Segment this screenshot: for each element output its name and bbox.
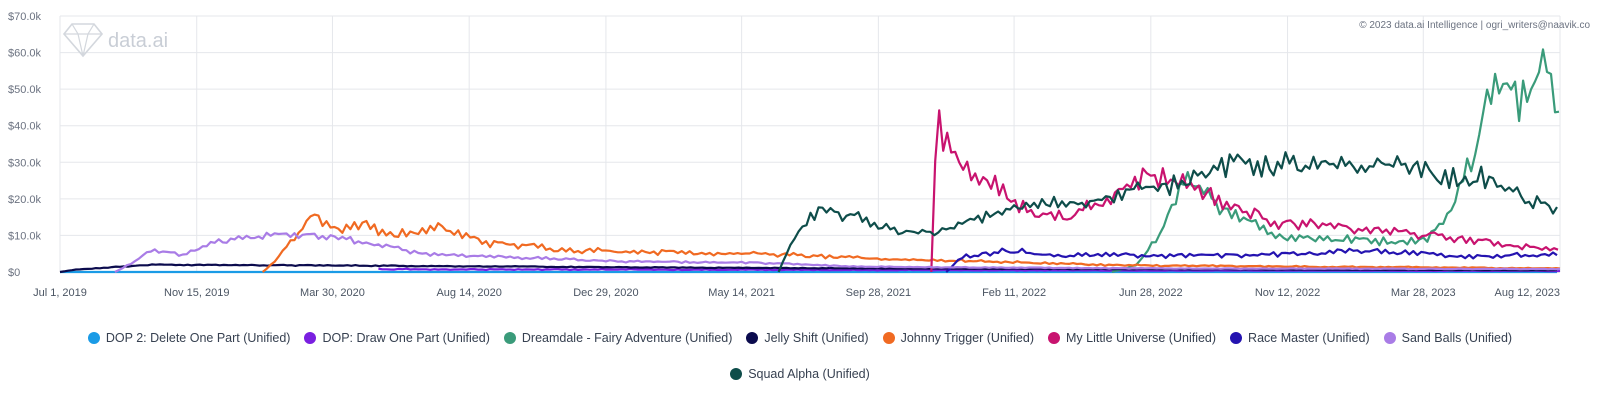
x-axis-ticks: Jul 1, 2019 Nov 15, 2019 Mar 30, 2020 Aug 1… [33, 287, 1560, 299]
y-tick-label: $10.0k [8, 230, 42, 242]
legend-dot-icon [1048, 332, 1060, 344]
series-line [261, 213, 1561, 273]
legend-dot-icon [882, 332, 895, 344]
legend-item[interactable]: DOP 2: Delete One Part (Unified) [87, 331, 291, 345]
legend-label: Dreamdale - Fairy Adventure (Unified) [521, 331, 733, 345]
legend-row: Squad Alpha (Unified) [0, 364, 1600, 384]
series-line [945, 247, 1558, 273]
legend-dot-icon [1383, 332, 1396, 344]
series-line [114, 231, 1561, 273]
legend-item[interactable]: DOP: Draw One Part (Unified) [304, 331, 490, 345]
x-tick-label: Jul 1, 2019 [33, 287, 87, 299]
legend-label: Race Master (Unified) [1248, 331, 1370, 345]
series-line [777, 151, 1558, 273]
y-tick-label: $60.0k [8, 48, 42, 60]
legend-label: Squad Alpha (Unified) [748, 367, 870, 381]
y-tick-label: $70.0k [8, 11, 42, 23]
x-tick-label: Nov 15, 2019 [164, 287, 229, 299]
y-tick-label: $30.0k [8, 157, 42, 169]
series-lines [59, 48, 1561, 274]
legend-row: DOP 2: Delete One Part (Unified) DOP: Dra… [0, 328, 1600, 348]
x-tick-label: Mar 30, 2020 [300, 287, 365, 299]
legend-label: Jelly Shift (Unified) [764, 331, 869, 345]
y-tick-label: $0 [8, 267, 20, 279]
y-tick-label: $50.0k [8, 84, 42, 96]
series-line [378, 267, 1561, 273]
legend-item[interactable]: Johnny Trigger (Unified) [882, 331, 1034, 345]
diamond-logo-icon [62, 23, 104, 58]
x-tick-label: Dec 29, 2020 [573, 287, 638, 299]
data-ai-watermark: data.ai [62, 23, 168, 58]
legend-dot-icon [730, 368, 743, 380]
legend-item[interactable]: My Little Universe (Unified) [1048, 331, 1216, 345]
series-line [1111, 48, 1560, 274]
x-tick-label: Jun 28, 2022 [1119, 287, 1183, 299]
y-axis-ticks: $0 $10.0k $20.0k $30.0k $40.0k $50.0k $60.0k $7… [8, 11, 42, 279]
copyright-text: © 2023 data.ai Intelligence | ogri_write… [1359, 20, 1590, 31]
legend-item[interactable]: Jelly Shift (Unified) [746, 331, 869, 345]
y-tick-label: $40.0k [8, 121, 42, 133]
x-tick-label: Mar 28, 2023 [1391, 287, 1456, 299]
legend-label: My Little Universe (Unified) [1066, 331, 1217, 345]
x-tick-label: Feb 11, 2022 [982, 287, 1046, 299]
x-tick-label: Sep 28, 2021 [846, 287, 911, 299]
legend-item[interactable]: Squad Alpha (Unified) [730, 367, 870, 381]
legend-dot-icon [1230, 332, 1243, 344]
series-line [930, 109, 1559, 273]
chart-legend: DOP 2: Delete One Part (Unified) DOP: Dra… [0, 328, 1600, 400]
legend-item[interactable]: Sand Balls (Unified) [1383, 331, 1513, 345]
legend-dot-icon [87, 332, 100, 344]
watermark-text: data.ai [108, 30, 168, 52]
legend-dot-icon [503, 332, 516, 344]
legend-label: Sand Balls (Unified) [1401, 331, 1513, 345]
x-tick-label: Nov 12, 2022 [1255, 287, 1320, 299]
x-tick-label: Aug 14, 2020 [436, 287, 501, 299]
legend-label: DOP: Draw One Part (Unified) [322, 331, 490, 345]
x-tick-label: May 14, 2021 [708, 287, 775, 299]
legend-label: Johnny Trigger (Unified) [900, 331, 1034, 345]
y-tick-label: $20.0k [8, 194, 42, 206]
line-chart: data.ai © 2023 data.ai Intelligence | og… [8, 11, 1590, 299]
legend-item[interactable]: Dreamdale - Fairy Adventure (Unified) [503, 331, 733, 345]
legend-label: DOP 2: Delete One Part (Unified) [105, 331, 291, 345]
legend-item[interactable]: Race Master (Unified) [1230, 331, 1370, 345]
legend-dot-icon [304, 332, 317, 344]
x-tick-label: Aug 12, 2023 [1495, 287, 1560, 299]
legend-dot-icon [746, 332, 759, 344]
